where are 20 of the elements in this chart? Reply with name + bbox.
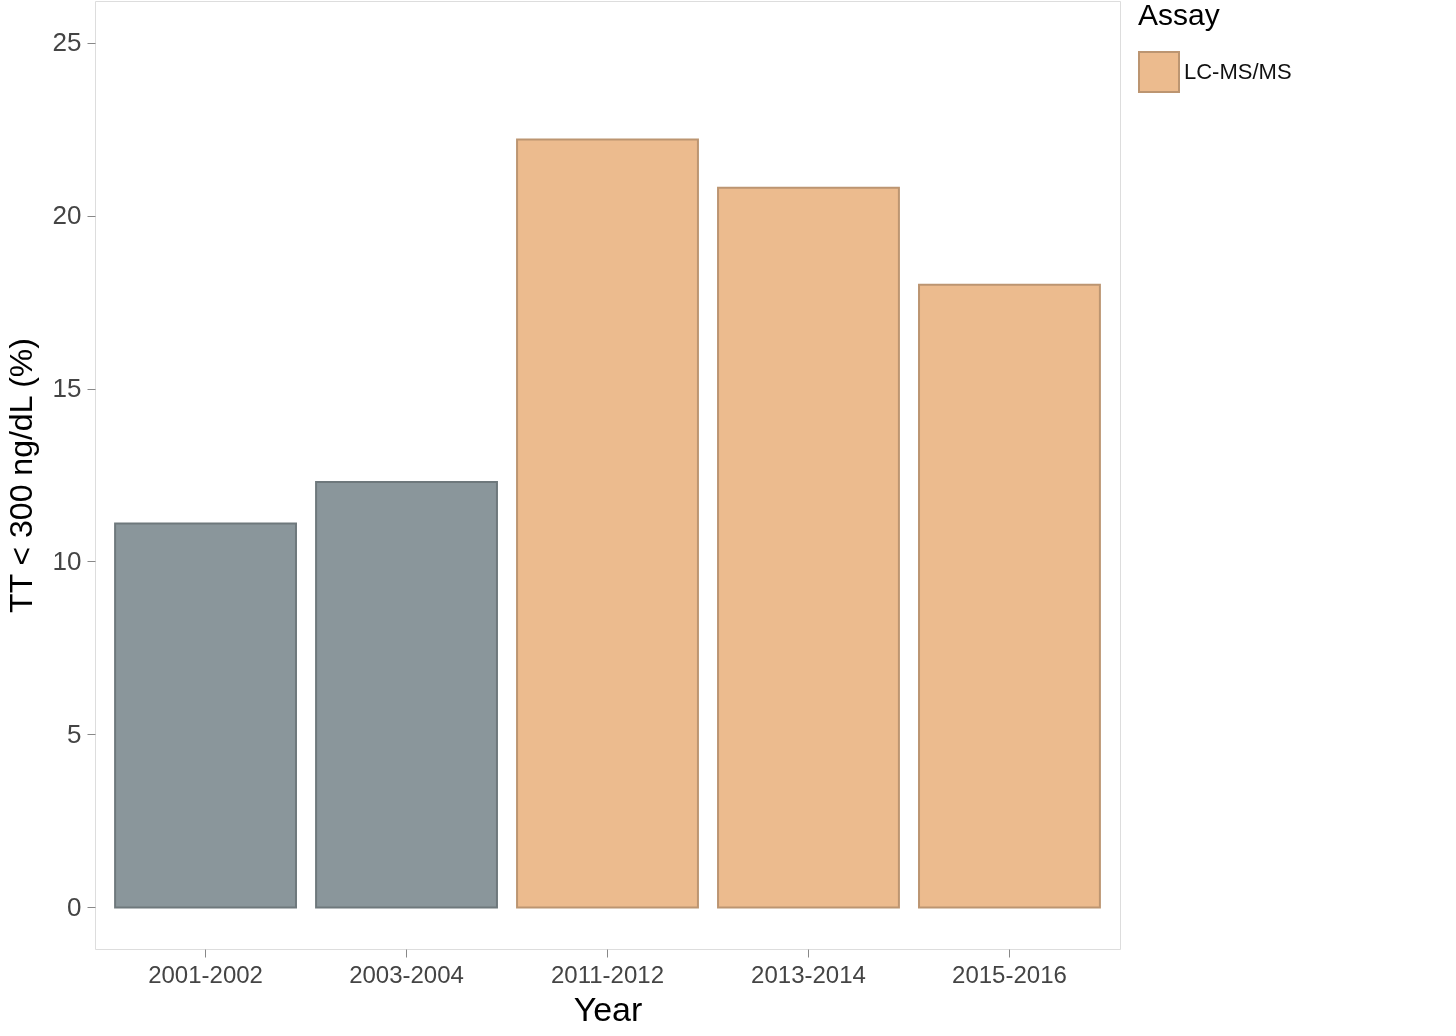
y-axis-title: TT < 300 ng/dL (%)	[2, 338, 39, 613]
x-axis-title: Year	[573, 989, 643, 1028]
x-tick-label: 2013-2014	[751, 960, 866, 988]
x-tick-label: 2011-2012	[551, 960, 664, 988]
x-tick-label: 2001-2002	[148, 960, 263, 988]
bar	[114, 522, 297, 909]
y-tick-label: 15	[52, 373, 82, 403]
y-tick-label: 20	[52, 200, 82, 231]
legend-title: Assay	[1138, 0, 1220, 31]
bar	[315, 480, 498, 909]
y-tick-label: 25	[52, 27, 82, 58]
bar	[717, 186, 900, 909]
x-tick-label: 2003-2004	[349, 960, 464, 988]
bar	[516, 138, 699, 909]
y-tick-label: 10	[52, 546, 82, 576]
y-tick-label: 5	[67, 718, 82, 749]
x-tick-label: 2015-2016	[952, 960, 1067, 988]
bar	[918, 283, 1101, 909]
y-tick-label: 0	[67, 891, 82, 922]
legend-label: LC-MS/MS	[1184, 59, 1292, 84]
